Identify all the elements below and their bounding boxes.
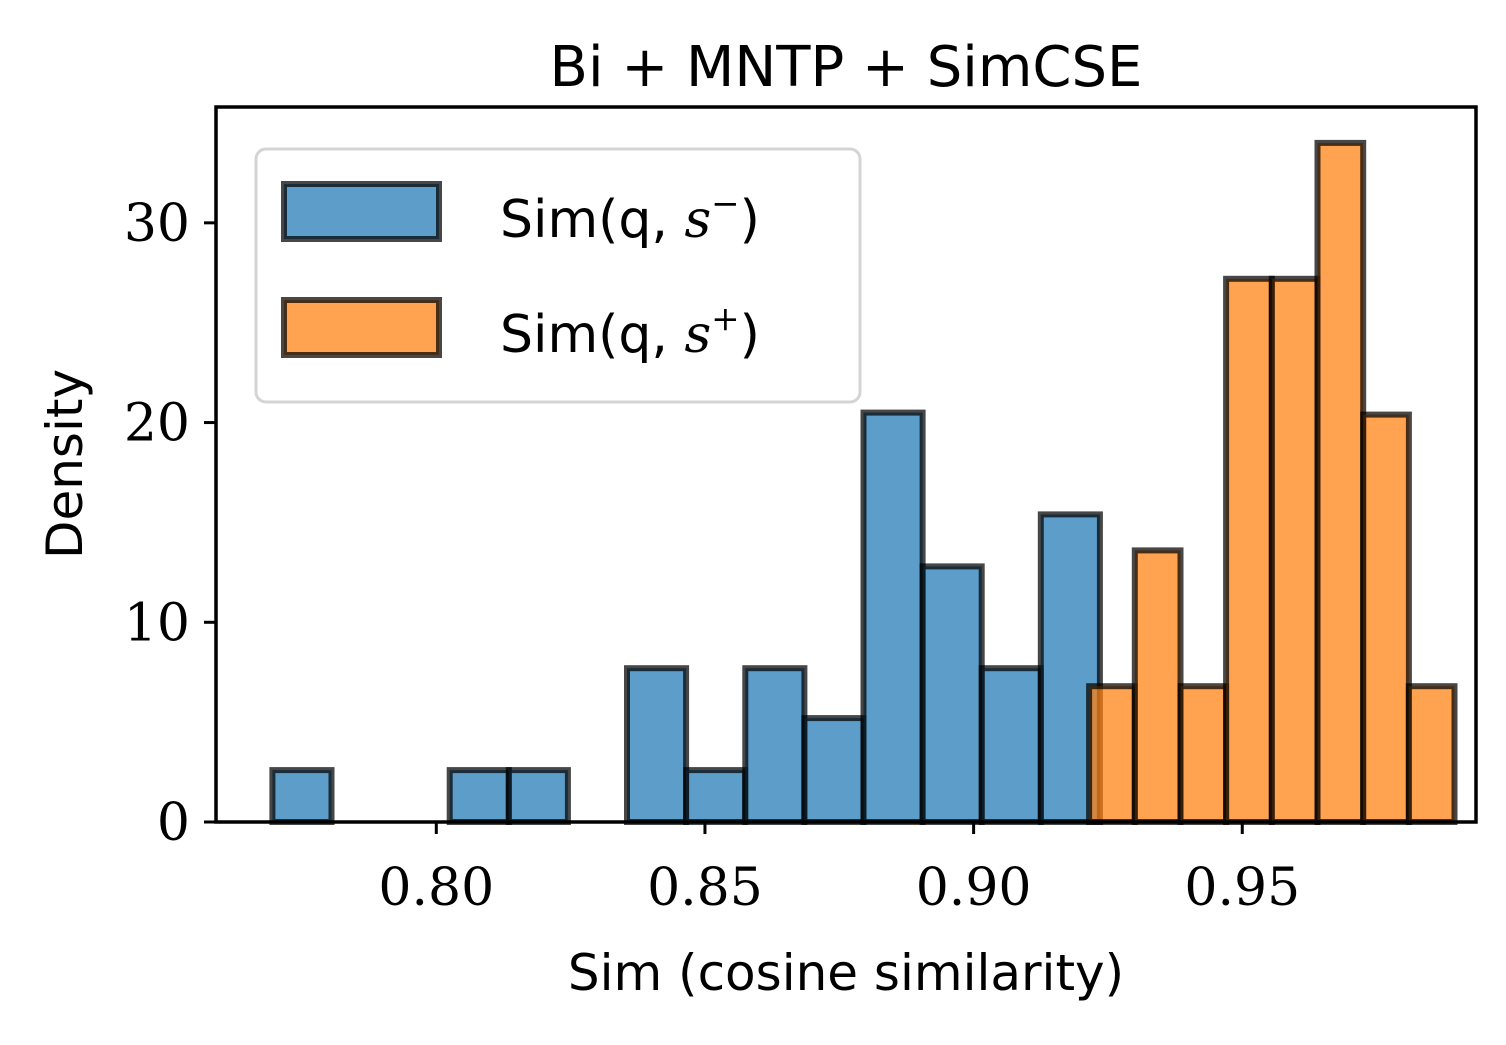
bar-positive-7 — [1405, 683, 1458, 826]
bar-negative-8 — [742, 665, 808, 826]
bar-negative-3 — [446, 767, 512, 825]
bar-positive-5 — [1314, 139, 1367, 825]
bar-positive-2 — [1177, 683, 1230, 826]
y-tick-label-3: 30 — [124, 194, 190, 254]
x-axis-ticks: 0.80 0.85 0.90 0.95 — [378, 822, 1300, 918]
bar-negative-9 — [801, 715, 867, 825]
bar-negative-11 — [919, 563, 985, 826]
y-axis-label: Density — [36, 369, 94, 559]
x-tick-label-0: 0.80 — [378, 858, 494, 918]
bar-negative-0 — [269, 767, 335, 825]
bar-negative-12 — [978, 665, 1044, 826]
bar-negative-6 — [624, 665, 690, 826]
y-axis-ticks: 0 10 20 30 — [124, 194, 216, 853]
x-tick-label-3: 0.95 — [1184, 858, 1300, 918]
bar-positive-6 — [1360, 411, 1412, 825]
legend-label-positive: Sim(q, s+) — [500, 299, 760, 365]
x-axis-label: Sim (cosine similarity) — [568, 944, 1124, 1002]
legend-swatch-negative — [281, 181, 442, 242]
legend: Sim(q, s−) Sim(q, s+) — [254, 147, 862, 404]
bar-negative-7 — [683, 767, 749, 825]
y-tick-label-1: 10 — [124, 593, 190, 653]
plot-area-frame — [214, 105, 1478, 824]
bar-positive-0 — [1086, 683, 1138, 826]
bars-layer — [269, 139, 1458, 826]
y-tick-label-0: 0 — [157, 793, 190, 853]
chart-title: Bi + MNTP + SimCSE — [550, 35, 1143, 100]
bar-negative-4 — [505, 767, 571, 825]
legend-swatch-positive — [281, 297, 442, 358]
bar-positive-4 — [1268, 275, 1321, 825]
x-tick-label-2: 0.90 — [916, 858, 1032, 918]
legend-label-negative: Sim(q, s−) — [500, 184, 760, 250]
x-tick-label-1: 0.85 — [647, 858, 763, 918]
bar-positive-1 — [1131, 547, 1184, 826]
y-tick-label-2: 20 — [124, 394, 190, 454]
bar-positive-3 — [1223, 275, 1275, 825]
bar-negative-10 — [860, 409, 926, 825]
